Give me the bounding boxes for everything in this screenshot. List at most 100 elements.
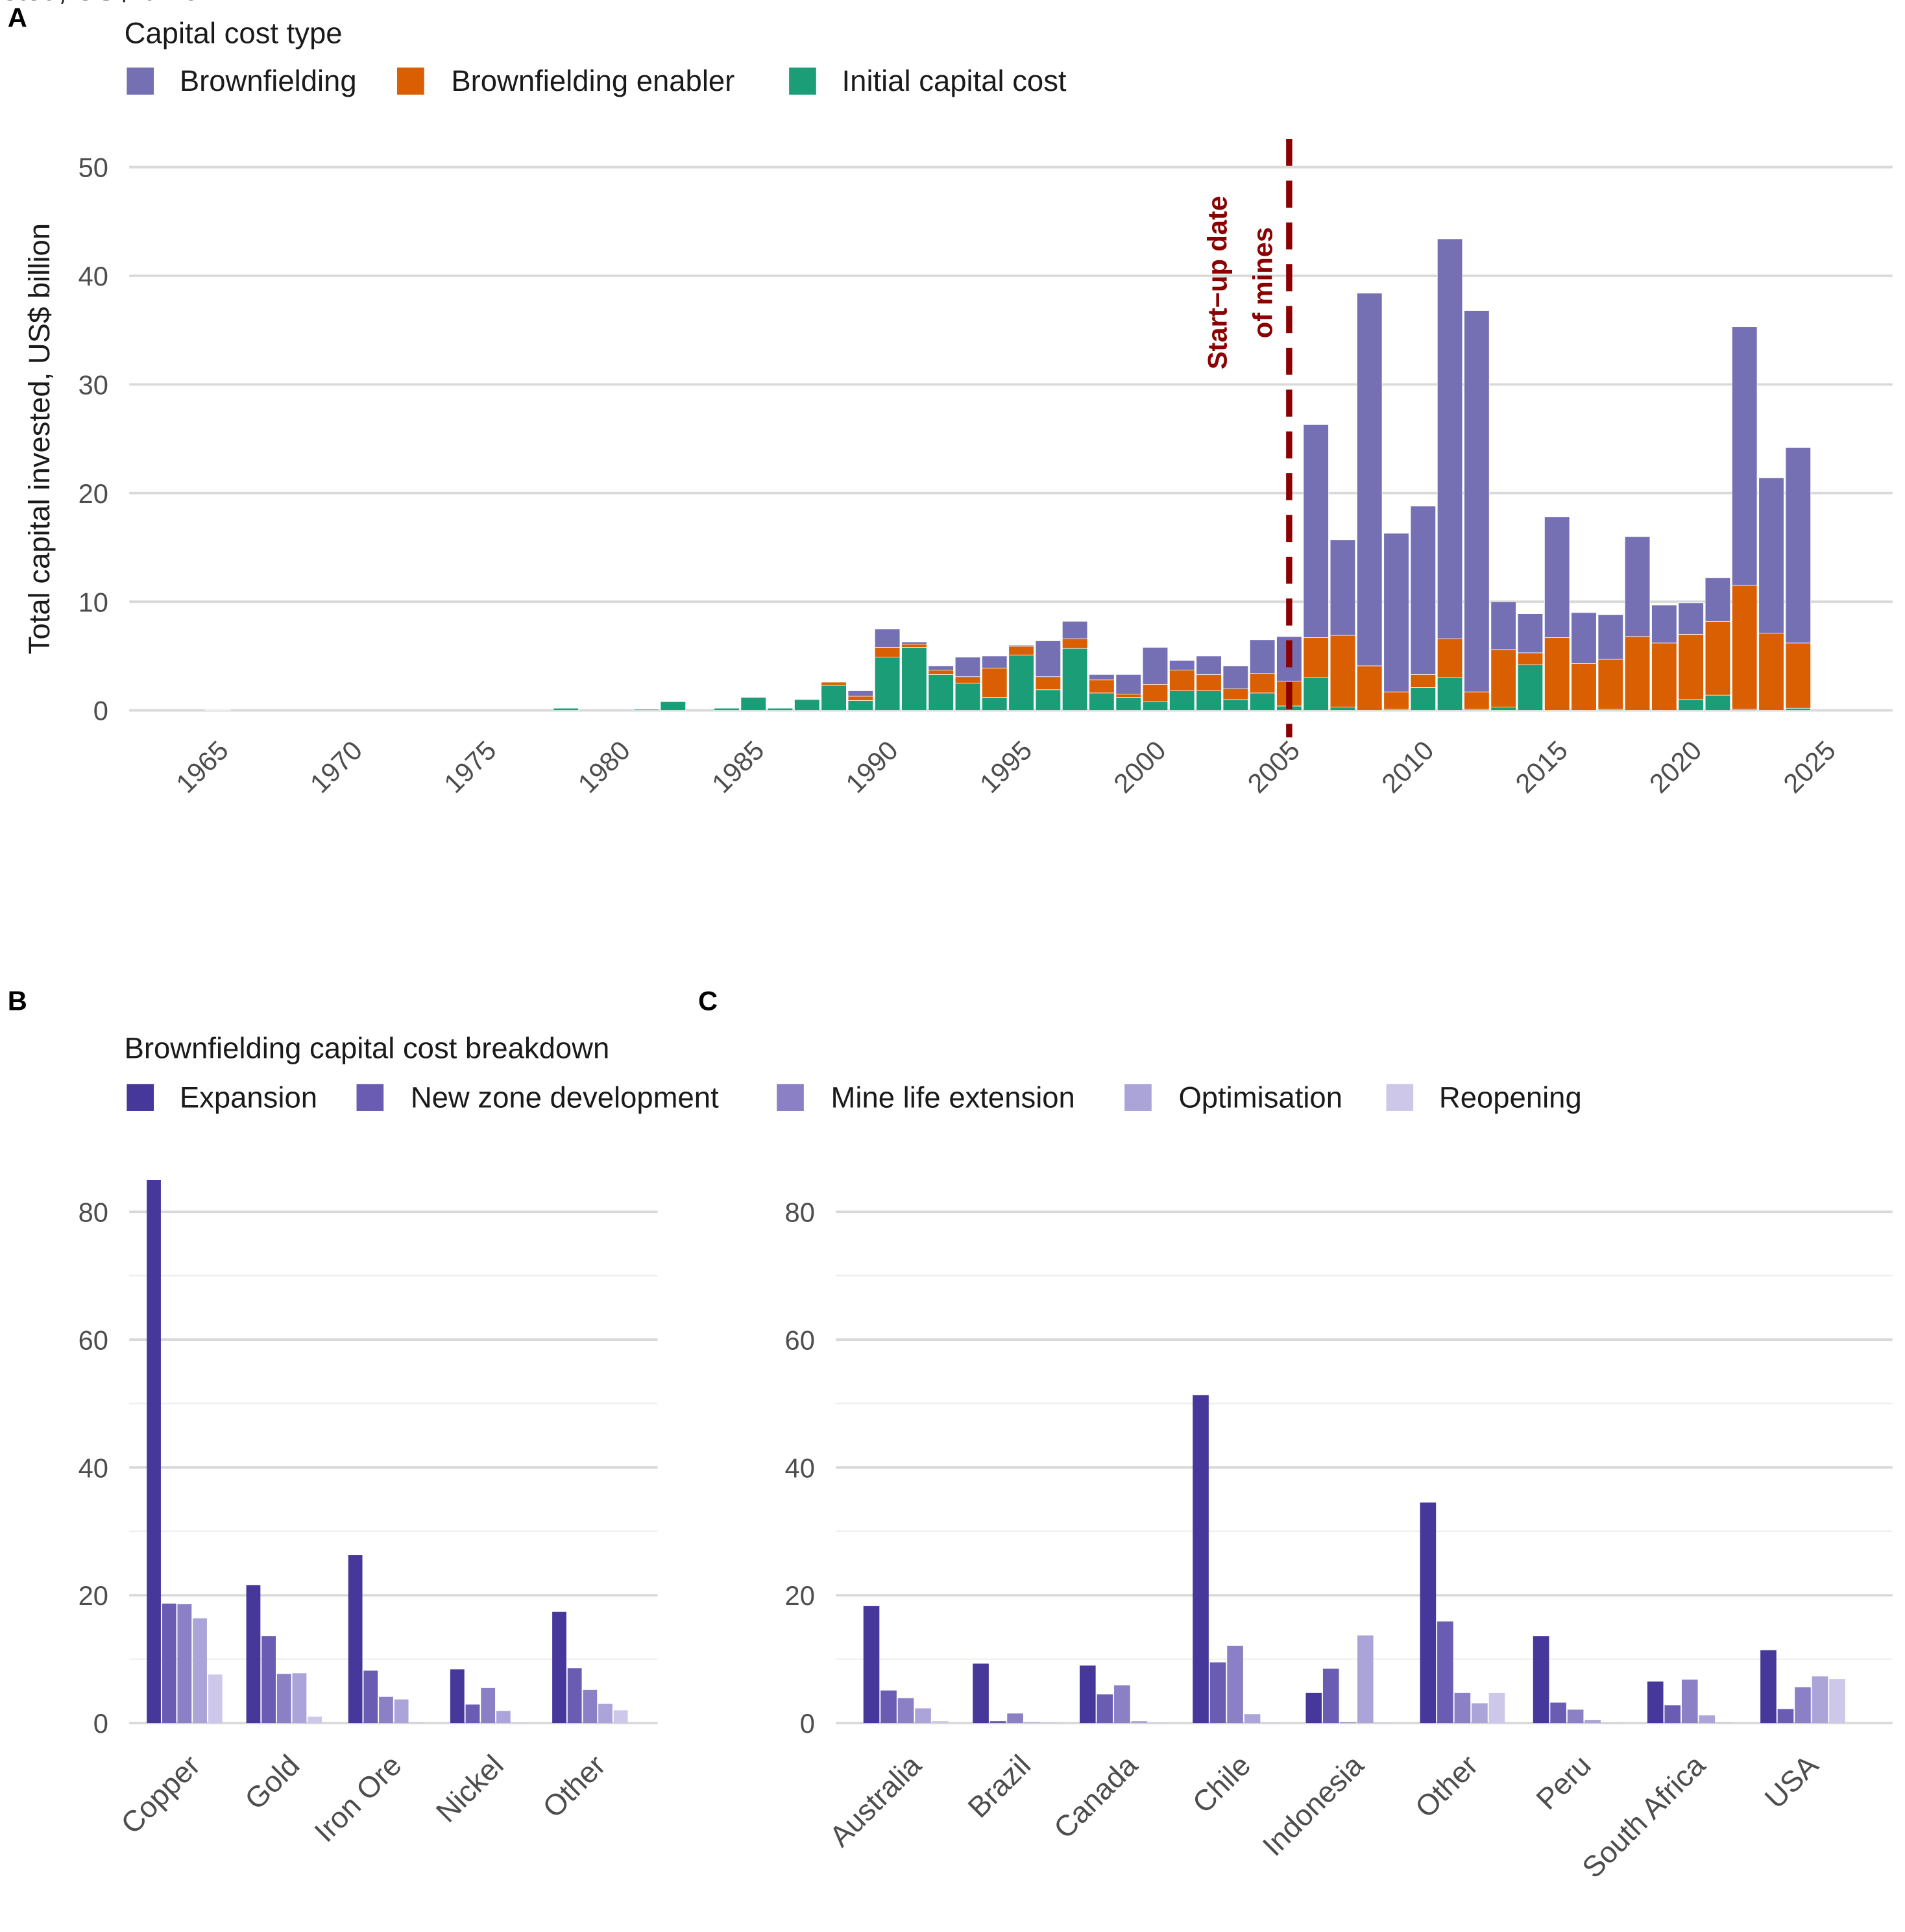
legend-label-a: Brownfielding bbox=[180, 64, 357, 97]
bar-brownfielding bbox=[1008, 644, 1034, 647]
bar-brownfielding-enabler bbox=[1785, 642, 1811, 709]
bar-brownfielding-enabler bbox=[1383, 691, 1409, 710]
bar-brownfielding bbox=[1196, 655, 1222, 675]
bar-mine-life-extension bbox=[1681, 1680, 1698, 1724]
x-tick-label-615: South Africa bbox=[1576, 1748, 1712, 1885]
x-tick-label-a: 2010 bbox=[1376, 735, 1440, 799]
bar-brownfielding-enabler bbox=[928, 670, 954, 675]
bar-brownfielding bbox=[1651, 604, 1677, 644]
bar-brownfielding-enabler bbox=[1464, 691, 1490, 710]
bar-initial-capital-cost bbox=[1062, 648, 1088, 711]
x-tick-label-40: Nickel bbox=[430, 1748, 510, 1829]
bar-brownfielding-enabler bbox=[847, 696, 874, 701]
panel-label-c: C bbox=[698, 986, 718, 1016]
bar-brownfielding-enabler bbox=[1329, 635, 1356, 707]
legend-swatch-b bbox=[127, 1084, 154, 1111]
bar-optimisation bbox=[1357, 1635, 1374, 1724]
x-tick-label-a: 1975 bbox=[438, 735, 502, 799]
bar-initial-capital-cost bbox=[928, 674, 954, 711]
bar-initial-capital-cost bbox=[1303, 677, 1329, 711]
bar-brownfielding bbox=[1597, 614, 1623, 660]
bar-brownfielding-enabler bbox=[1437, 638, 1463, 678]
x-tick-label-40: Copper bbox=[115, 1748, 206, 1840]
y-tick-label-a: 50 bbox=[79, 153, 108, 183]
bar-brownfielding bbox=[1062, 620, 1088, 639]
bar-initial-capital-cost bbox=[740, 697, 766, 711]
bar-brownfielding bbox=[1169, 660, 1195, 671]
y-axis-title-40: Total capital invested, US$ billion bbox=[0, 0, 215, 6]
y-tick-label-40: 80 bbox=[79, 1197, 108, 1227]
bar-brownfielding bbox=[1705, 577, 1731, 622]
bar-brownfielding-enabler bbox=[1249, 673, 1276, 694]
bar-mine-life-extension bbox=[1340, 1722, 1357, 1724]
bar-optimisation bbox=[292, 1673, 307, 1724]
bar-brownfielding-enabler bbox=[1758, 633, 1784, 711]
bar-optimisation bbox=[598, 1704, 613, 1724]
bar-brownfielding bbox=[1732, 326, 1758, 586]
legend-swatch-a bbox=[127, 67, 154, 95]
y-tick-label-615: 20 bbox=[785, 1580, 815, 1611]
bar-brownfielding-enabler bbox=[1169, 670, 1195, 691]
bar-initial-capital-cost bbox=[1196, 691, 1222, 711]
bar-initial-capital-cost bbox=[204, 709, 231, 711]
y-tick-label-a: 30 bbox=[79, 370, 108, 400]
bar-brownfielding-enabler bbox=[1651, 642, 1677, 711]
x-tick-label-a: 2005 bbox=[1241, 735, 1305, 799]
bar-mine-life-extension bbox=[1007, 1713, 1023, 1724]
bar-brownfielding bbox=[1142, 647, 1169, 685]
bar-expansion bbox=[1305, 1693, 1322, 1724]
bar-brownfielding bbox=[1437, 238, 1463, 639]
bar-mine-life-extension bbox=[1114, 1685, 1130, 1724]
y-tick-label-40: 20 bbox=[79, 1580, 108, 1611]
x-tick-label-615: Other bbox=[1409, 1748, 1484, 1824]
bar-initial-capital-cost bbox=[1490, 707, 1516, 711]
bar-reopening bbox=[1601, 1723, 1618, 1724]
bar-brownfielding bbox=[1571, 612, 1597, 664]
y-tick-label-615: 0 bbox=[800, 1708, 815, 1739]
bar-expansion bbox=[863, 1606, 880, 1724]
bar-brownfielding-enabler bbox=[1571, 663, 1597, 711]
bar-initial-capital-cost bbox=[660, 701, 686, 711]
bar-new-zone-development bbox=[465, 1704, 480, 1724]
bar-initial-capital-cost bbox=[954, 683, 981, 711]
bar-brownfielding-enabler bbox=[821, 681, 847, 686]
x-tick-label-a: 1995 bbox=[974, 735, 1038, 799]
bar-brownfielding-enabler bbox=[1222, 688, 1249, 700]
bar-initial-capital-cost bbox=[982, 697, 1008, 711]
bar-reopening bbox=[1716, 1722, 1732, 1724]
bar-brownfielding-enabler bbox=[1008, 646, 1034, 655]
bar-initial-capital-cost bbox=[874, 657, 901, 711]
bar-brownfielding bbox=[1357, 293, 1383, 666]
bar-new-zone-development bbox=[1097, 1694, 1113, 1724]
bar-reopening bbox=[511, 1723, 526, 1724]
bar-expansion bbox=[1080, 1665, 1096, 1724]
bar-brownfielding bbox=[1089, 674, 1115, 681]
y-tick-label-a: 40 bbox=[79, 261, 108, 291]
bar-brownfielding-enabler bbox=[1624, 636, 1651, 711]
x-tick-label-615: Canada bbox=[1047, 1748, 1144, 1845]
bar-new-zone-development bbox=[261, 1636, 276, 1724]
bar-brownfielding-enabler bbox=[1142, 684, 1169, 702]
bar-initial-capital-cost bbox=[1008, 654, 1034, 711]
bar-brownfielding-enabler bbox=[1544, 637, 1570, 711]
x-tick-label-a: 1985 bbox=[706, 735, 770, 799]
bar-reopening bbox=[1829, 1679, 1845, 1724]
annotation-line-1: Start−up date bbox=[1202, 196, 1232, 369]
bar-initial-capital-cost bbox=[1678, 699, 1704, 711]
bar-expansion bbox=[450, 1669, 465, 1724]
bar-brownfielding-enabler bbox=[1597, 659, 1623, 710]
bar-brownfielding bbox=[1329, 539, 1356, 636]
panel-label-a: A bbox=[8, 3, 27, 33]
bar-initial-capital-cost bbox=[847, 700, 874, 711]
bar-optimisation bbox=[193, 1618, 207, 1724]
bar-brownfielding bbox=[1249, 639, 1276, 674]
annotation-line-2: of mines bbox=[1247, 227, 1278, 338]
bar-expansion bbox=[552, 1611, 566, 1724]
y-tick-label-a: 0 bbox=[93, 696, 108, 726]
bar-brownfielding bbox=[954, 657, 981, 678]
bar-initial-capital-cost bbox=[1329, 707, 1356, 711]
y-axis-title-a: Total capital invested, US$ billion bbox=[23, 223, 56, 654]
bar-brownfielding-enabler bbox=[1732, 585, 1758, 710]
bar-new-zone-development bbox=[162, 1603, 176, 1724]
